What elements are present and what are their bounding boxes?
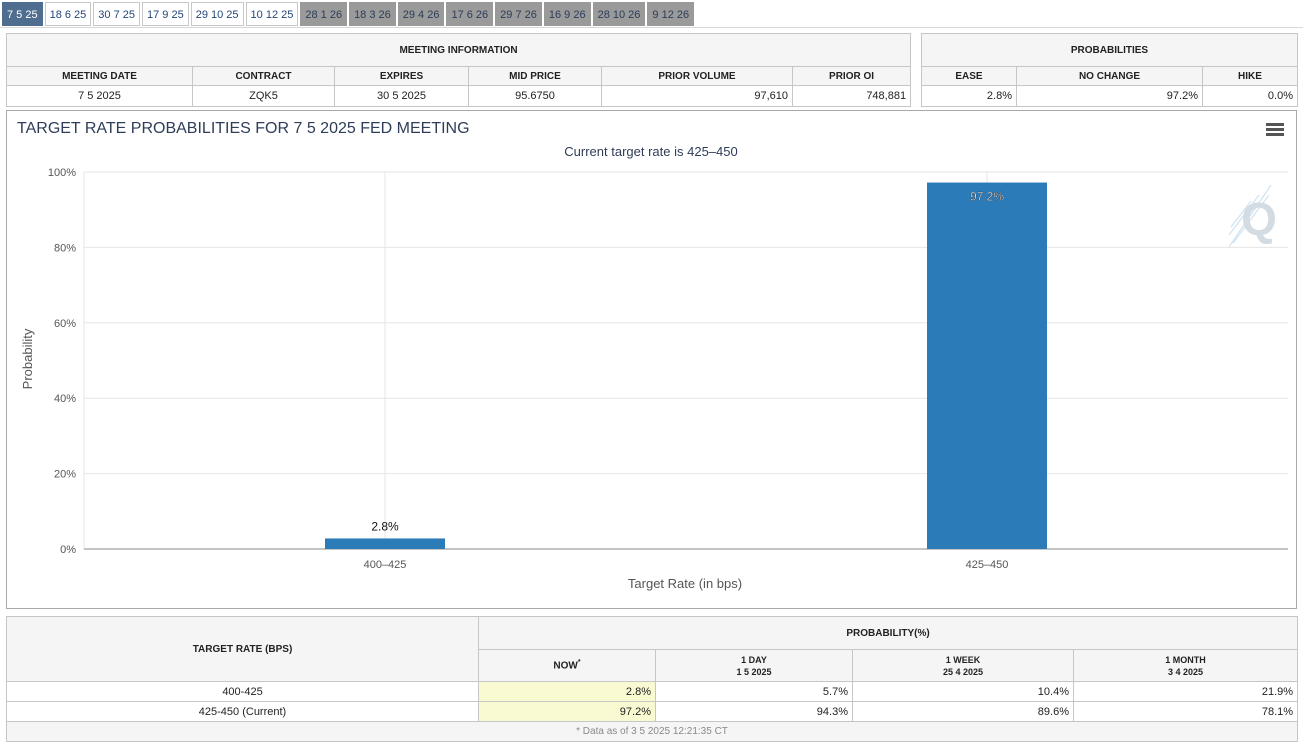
x-axis-label: Target Rate (in bps) [628, 576, 742, 591]
prior-volume-value: 97,610 [601, 85, 793, 107]
tab-meeting-2[interactable]: 30 7 25 [93, 2, 140, 26]
tab-meeting-13[interactable]: 9 12 26 [647, 2, 695, 26]
tab-meeting-3[interactable]: 17 9 25 [142, 2, 189, 26]
header-expires: EXPIRES [334, 66, 469, 86]
tab-meeting-7[interactable]: 18 3 26 [349, 2, 396, 26]
tab-meeting-5[interactable]: 10 12 25 [245, 2, 299, 26]
day-value: 94.3% [655, 701, 853, 722]
now-value: 2.8% [478, 681, 656, 702]
header-no-change: NO CHANGE [1016, 66, 1203, 86]
header-prior-volume: PRIOR VOLUME [601, 66, 793, 86]
bar-data-label: 2.8% [371, 519, 399, 533]
meeting-tabs: 7 5 25 18 6 25 30 7 25 17 9 25 29 10 25 10 12… [2, 2, 695, 26]
week-value: 10.4% [852, 681, 1074, 702]
tabs-divider [0, 27, 1303, 28]
bar [927, 182, 1047, 549]
period-label: 1 WEEK [945, 654, 981, 665]
header-hike: HIKE [1202, 66, 1298, 86]
period-date: 25 4 2025 [942, 666, 984, 677]
y-tick-label: 40% [54, 393, 76, 405]
tab-meeting-10[interactable]: 29 7 26 [495, 2, 542, 26]
y-tick-label: 60% [54, 318, 76, 330]
target-rate-probability-table: TARGET RATE (BPS) PROBABILITY(%) NOW* 1 … [5, 616, 1299, 742]
x-tick-label: 425–450 [966, 559, 1009, 571]
bar-data-label: 97.2% [970, 190, 1004, 204]
tab-meeting-9[interactable]: 17 6 26 [446, 2, 494, 26]
tab-meeting-8[interactable]: 29 4 26 [397, 2, 445, 26]
probabilities-table: PROBABILITIES EASE NO CHANGE HIKE 2.8% 9… [921, 33, 1298, 107]
chart-bars: 2.8% 97.2% [325, 182, 1047, 549]
tab-meeting-6[interactable]: 28 1 26 [300, 2, 348, 26]
now-marker: * [577, 659, 581, 667]
x-axis-ticks: 400–425 425–450 [364, 559, 1009, 571]
month-value: 78.1% [1072, 701, 1299, 722]
table-row: 400-425 2.8% 5.7% 10.4% 21.9% [6, 681, 1299, 702]
y-tick-label: 20% [54, 469, 76, 481]
header-ease: EASE [921, 66, 1017, 86]
header-mid-price: MID PRICE [468, 66, 602, 86]
chart-grid [83, 171, 1288, 550]
chart-menu-icon[interactable] [1266, 123, 1284, 137]
probabilities-title: PROBABILITIES [921, 33, 1298, 67]
meeting-date-value: 7 5 2025 [6, 85, 193, 107]
x-tick-label: 400–425 [364, 559, 407, 571]
header-1-week: 1 WEEK 25 4 2025 [852, 649, 1074, 682]
tab-meeting-4[interactable]: 29 10 25 [190, 2, 244, 26]
bar [325, 538, 445, 549]
no-change-value: 97.2% [1016, 85, 1203, 107]
tab-meeting-12[interactable]: 28 10 26 [592, 2, 646, 26]
header-1-day: 1 DAY 1 5 2025 [655, 649, 853, 682]
tab-meeting-1[interactable]: 18 6 25 [44, 2, 92, 26]
rate-label: 425-450 (Current) [6, 701, 479, 722]
meeting-information-table: MEETING INFORMATION MEETING DATE CONTRAC… [5, 33, 912, 107]
header-prior-oi: PRIOR OI [791, 66, 912, 86]
y-axis-label: Probability [20, 328, 35, 389]
watermark-logo: Q [1228, 184, 1277, 248]
y-tick-label: 80% [54, 242, 76, 254]
y-tick-label: 100% [48, 167, 76, 179]
month-value: 21.9% [1072, 681, 1299, 702]
header-1-month: 1 MONTH 3 4 2025 [1072, 649, 1299, 682]
tab-meeting-11[interactable]: 16 9 26 [543, 2, 591, 26]
table-row: 425-450 (Current) 97.2% 94.3% 89.6% 78.1… [6, 701, 1299, 722]
y-axis-ticks: 0% 20% 40% 60% 80% 100% [48, 167, 76, 556]
now-value: 97.2% [478, 701, 656, 722]
header-now: NOW* [478, 649, 656, 682]
rate-label: 400-425 [6, 681, 479, 702]
day-value: 5.7% [655, 681, 853, 702]
period-date: 1 5 2025 [736, 666, 772, 677]
header-target-rate: TARGET RATE (BPS) [6, 616, 479, 682]
now-label: NOW [553, 660, 578, 672]
prior-oi-value: 748,881 [791, 85, 912, 107]
chart-title: TARGET RATE PROBABILITIES FOR 7 5 2025 F… [17, 120, 470, 137]
header-contract: CONTRACT [192, 66, 335, 86]
y-tick-label: 0% [60, 544, 76, 556]
watermark-letter: Q [1241, 193, 1277, 245]
header-meeting-date: MEETING DATE [6, 66, 193, 86]
meeting-info-title: MEETING INFORMATION [5, 33, 912, 67]
period-label: 1 DAY [741, 654, 767, 665]
period-date: 3 4 2025 [1167, 666, 1204, 677]
expires-value: 30 5 2025 [334, 85, 469, 107]
chart-subtitle: Current target rate is 425–450 [564, 144, 737, 159]
week-value: 89.6% [852, 701, 1074, 722]
tab-meeting-0[interactable]: 7 5 25 [2, 2, 43, 26]
ease-value: 2.8% [921, 85, 1017, 107]
header-probability: PROBABILITY(%) [477, 616, 1299, 650]
contract-value: ZQK5 [192, 85, 335, 107]
probability-chart: TARGET RATE PROBABILITIES FOR 7 5 2025 F… [17, 120, 1288, 591]
hike-value: 0.0% [1202, 85, 1298, 107]
period-label: 1 MONTH [1165, 654, 1206, 665]
mid-price-value: 95.6750 [468, 85, 602, 107]
data-timestamp-footnote: * Data as of 3 5 2025 12:21:35 CT [5, 721, 1299, 742]
chart-panel: TARGET RATE PROBABILITIES FOR 7 5 2025 F… [6, 110, 1297, 609]
